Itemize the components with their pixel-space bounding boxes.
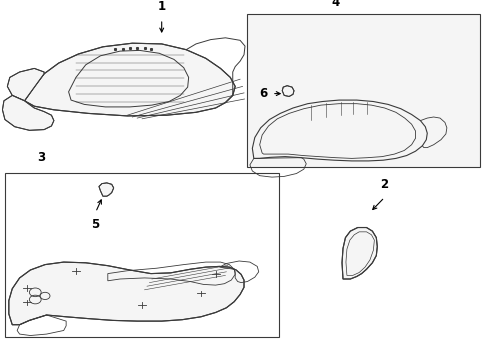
Text: 5: 5 bbox=[92, 218, 99, 231]
Text: 2: 2 bbox=[381, 178, 389, 191]
Bar bbox=[5, 173, 279, 337]
Polygon shape bbox=[2, 95, 54, 130]
Polygon shape bbox=[342, 228, 377, 279]
Polygon shape bbox=[24, 43, 235, 116]
Text: 4: 4 bbox=[332, 0, 340, 9]
Text: 1: 1 bbox=[158, 0, 166, 13]
Polygon shape bbox=[282, 86, 294, 96]
Text: 3: 3 bbox=[38, 151, 46, 164]
Text: 6: 6 bbox=[259, 87, 267, 100]
Bar bbox=[247, 14, 480, 167]
Polygon shape bbox=[7, 68, 44, 101]
Polygon shape bbox=[9, 262, 244, 325]
Polygon shape bbox=[99, 183, 114, 196]
